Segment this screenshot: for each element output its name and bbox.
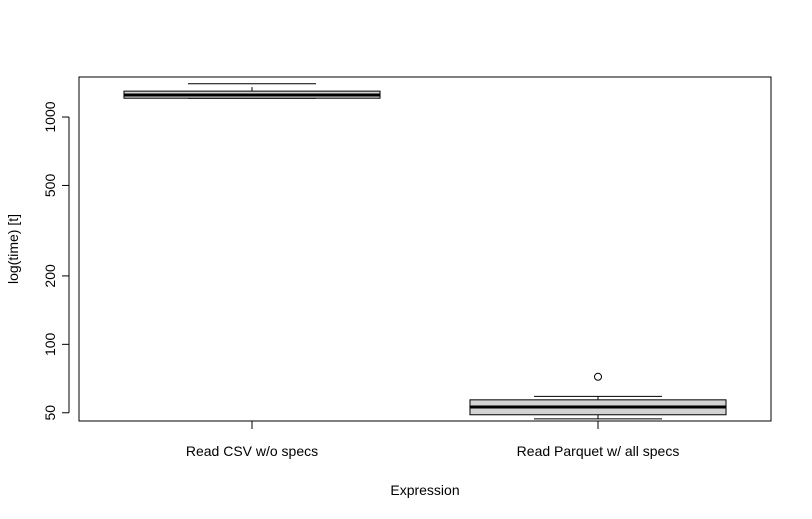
box-group [469, 372, 727, 420]
y-tick-label: 100 [42, 332, 58, 356]
x-tick-label: Read CSV w/o specs [186, 443, 318, 459]
y-tick-label: 200 [42, 264, 58, 288]
y-axis-title: log(time) [t] [5, 214, 21, 284]
box-group [123, 83, 381, 99]
y-tick-label: 50 [42, 405, 58, 421]
y-tick-label: 1000 [42, 101, 58, 132]
y-axis: 50 100 200 500 1000 [42, 101, 70, 421]
plot-frame [78, 76, 772, 422]
boxes-layer [123, 83, 727, 420]
y-tick-label: 500 [42, 174, 58, 198]
x-axis-title: Expression [390, 482, 459, 498]
x-tick-label: Read Parquet w/ all specs [517, 443, 680, 459]
x-axis: Read CSV w/o specs Read Parquet w/ all sp… [186, 420, 680, 459]
outlier-point [594, 372, 602, 381]
